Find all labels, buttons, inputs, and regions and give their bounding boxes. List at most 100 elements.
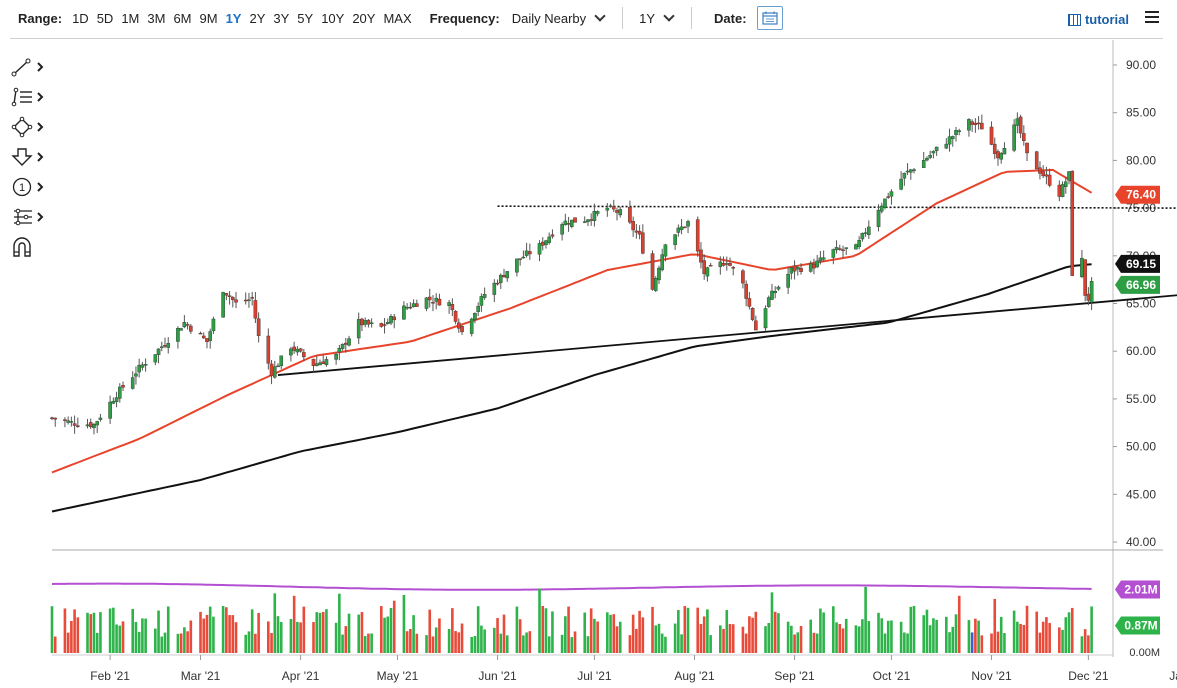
volume-bar	[505, 635, 509, 653]
candle-body	[831, 249, 836, 258]
candle-body	[582, 221, 587, 223]
candle-body	[812, 264, 816, 269]
volume-bar	[273, 593, 277, 653]
volume-bar	[515, 606, 519, 653]
volume-bar	[163, 632, 167, 653]
candle	[1034, 150, 1039, 170]
range-button-3y[interactable]: 3Y	[273, 10, 290, 26]
line-tool-button[interactable]	[10, 56, 46, 78]
magnet-button[interactable]	[10, 236, 46, 258]
candle-body	[92, 424, 96, 428]
volume-bar	[799, 625, 803, 653]
candle-body	[492, 282, 497, 295]
volume-bar	[1080, 636, 1084, 653]
candle	[799, 263, 803, 275]
fib-tool-button[interactable]	[10, 86, 46, 108]
volume-bar	[970, 632, 974, 653]
volume-bar	[1064, 617, 1068, 653]
candle-body	[250, 297, 254, 299]
candle	[663, 243, 668, 262]
volume-bar	[202, 618, 206, 653]
volume-bar	[1022, 624, 1026, 653]
range-button-max[interactable]: MAX	[383, 10, 412, 26]
candle-body	[560, 224, 564, 235]
range-button-10y[interactable]: 10Y	[321, 10, 345, 26]
volume-bar	[573, 631, 577, 653]
candle	[298, 348, 303, 353]
candle-body	[1063, 181, 1068, 187]
volume-label-box	[1115, 580, 1160, 599]
candle	[156, 348, 161, 364]
range-button-5d[interactable]: 5D	[96, 10, 114, 26]
volume-bar	[250, 609, 254, 653]
candle-body	[544, 240, 548, 245]
range-button-9m[interactable]: 9M	[199, 10, 218, 26]
volume-bar	[777, 613, 780, 653]
period-value: 1Y	[639, 10, 656, 26]
candle	[912, 167, 916, 174]
candle	[159, 341, 164, 352]
measure-tool-icon	[14, 208, 44, 226]
volume-bar	[315, 612, 319, 653]
volume-bar	[380, 606, 383, 653]
candle-body	[185, 324, 190, 326]
candle	[928, 150, 932, 160]
range-button-5y[interactable]: 5Y	[297, 10, 314, 26]
volume-bar	[447, 629, 451, 653]
candle	[66, 416, 70, 425]
range-button-20y[interactable]: 20Y	[352, 10, 376, 26]
date-label: Date:	[714, 10, 747, 26]
arrow-tool-button[interactable]	[10, 146, 46, 168]
volume-bar	[547, 636, 551, 653]
candle	[996, 149, 1000, 166]
volume-bar	[638, 610, 641, 653]
candle	[560, 222, 564, 241]
range-button-6m[interactable]: 6M	[173, 10, 192, 26]
candle	[886, 192, 891, 199]
menu-icon[interactable]	[1145, 11, 1159, 23]
period-dropdown[interactable]: 1Y	[639, 10, 681, 26]
volume-bar	[844, 618, 848, 653]
candle	[363, 317, 367, 328]
range-button-3m[interactable]: 3M	[147, 10, 166, 26]
volume-bar	[635, 628, 638, 653]
measure-tool-button[interactable]	[10, 206, 46, 228]
candle-body	[163, 345, 167, 347]
number-marker-button[interactable]: 1	[10, 176, 46, 198]
volume-bar	[493, 627, 496, 653]
candle-body	[1012, 124, 1016, 151]
range-button-1d[interactable]: 1D	[72, 10, 89, 26]
candle-body	[695, 219, 700, 252]
volume-bar	[767, 622, 771, 653]
range-button-2y[interactable]: 2Y	[249, 10, 266, 26]
volume-bar	[325, 609, 328, 653]
volume-bar	[451, 608, 454, 653]
candle-body	[176, 327, 180, 342]
volume-bar	[835, 622, 838, 653]
candle-body	[1022, 133, 1026, 141]
volume-bar	[279, 622, 283, 653]
range-button-1y[interactable]: 1Y	[225, 10, 242, 26]
candle-body	[140, 364, 145, 368]
volume-bar	[1019, 623, 1022, 653]
volume-bar	[809, 619, 813, 653]
candle	[592, 203, 597, 227]
candle-body	[766, 297, 771, 307]
tutorial-link[interactable]: tutorial	[1067, 12, 1129, 27]
frequency-dropdown[interactable]: Daily Nearby	[512, 10, 612, 26]
candle	[1041, 165, 1045, 179]
candle	[921, 152, 926, 168]
candle	[980, 114, 984, 130]
candle	[163, 337, 167, 349]
volume-bar	[822, 612, 825, 653]
candle-body	[676, 227, 681, 233]
calendar-button[interactable]	[756, 6, 783, 30]
shape-tool-button[interactable]	[10, 116, 46, 138]
candle	[831, 248, 836, 265]
candle-body	[928, 154, 932, 158]
candle-body	[189, 325, 193, 332]
range-button-1m[interactable]: 1M	[121, 10, 140, 26]
volume-bar	[796, 632, 800, 653]
candle-body	[198, 332, 203, 335]
